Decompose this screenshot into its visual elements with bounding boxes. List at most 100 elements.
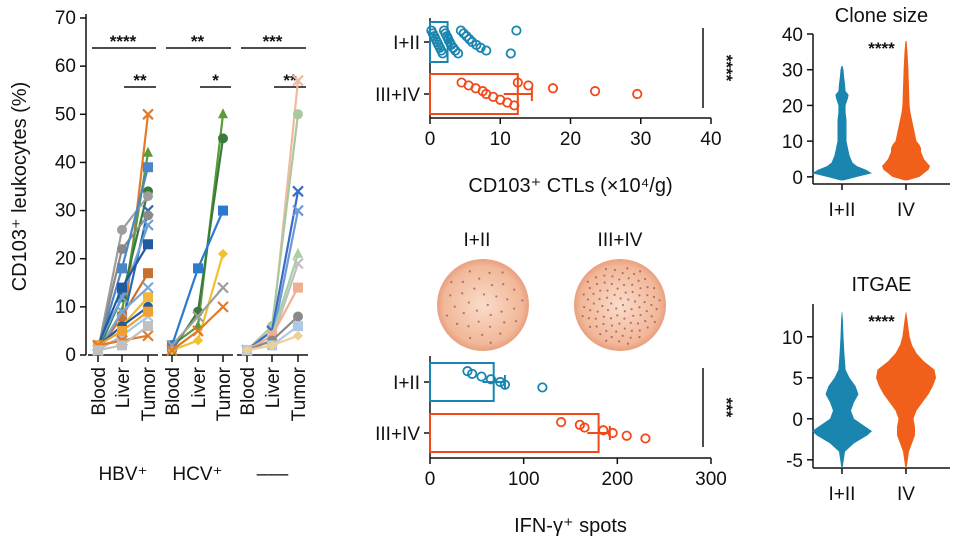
category-label: IV bbox=[897, 484, 915, 505]
violin bbox=[876, 312, 936, 468]
spot bbox=[513, 288, 516, 291]
tissue-label: Liver bbox=[113, 366, 134, 408]
tissue-label: Blood bbox=[163, 367, 184, 416]
x-tick-label: 20 bbox=[560, 129, 581, 150]
spot bbox=[650, 303, 653, 307]
data-point bbox=[512, 77, 523, 88]
y-tick-label: 0 bbox=[792, 410, 803, 431]
data-point bbox=[632, 88, 643, 100]
spot bbox=[588, 286, 591, 290]
spot bbox=[586, 298, 590, 301]
spot bbox=[639, 287, 642, 290]
spot bbox=[618, 322, 621, 325]
sig-pair: * bbox=[212, 71, 219, 90]
data-point bbox=[117, 224, 127, 235]
y-tick-label: 60 bbox=[55, 56, 76, 77]
data-point bbox=[193, 263, 203, 274]
data-point bbox=[218, 248, 228, 259]
spot bbox=[610, 335, 613, 339]
data-point bbox=[452, 48, 464, 59]
well-early bbox=[437, 259, 529, 351]
data-point bbox=[217, 301, 229, 313]
y-tick-label: 70 bbox=[55, 8, 76, 29]
spot bbox=[469, 336, 472, 340]
significance: *** bbox=[717, 398, 736, 418]
y-tick-label: 30 bbox=[782, 61, 803, 82]
spot bbox=[489, 341, 492, 344]
spot bbox=[627, 277, 630, 280]
spots-bar-panel: 0 100 200 300 IFN-γ⁺ spots I+II III+IV *** bbox=[375, 356, 736, 537]
sig-overall: *** bbox=[263, 32, 283, 51]
y-tick-label: 40 bbox=[782, 25, 803, 46]
spot bbox=[449, 294, 452, 297]
spot bbox=[605, 329, 608, 333]
data-point bbox=[143, 268, 153, 279]
group-label: HCV⁺ bbox=[172, 464, 222, 485]
spot bbox=[631, 290, 634, 294]
data-point bbox=[192, 310, 204, 323]
spot bbox=[610, 302, 613, 305]
tissue-label: Liver bbox=[189, 366, 210, 408]
spot bbox=[503, 321, 506, 324]
y-tick-label: 10 bbox=[55, 297, 76, 318]
data-point bbox=[142, 329, 154, 342]
spot bbox=[623, 310, 626, 313]
data-point bbox=[293, 109, 303, 120]
violin bbox=[882, 41, 930, 181]
spot bbox=[453, 305, 456, 308]
spot bbox=[603, 281, 606, 284]
spot bbox=[592, 292, 595, 295]
spot bbox=[605, 339, 608, 342]
spot bbox=[630, 308, 633, 311]
x-tick-label: 10 bbox=[490, 129, 511, 150]
spot bbox=[632, 314, 635, 317]
spot bbox=[638, 306, 641, 309]
spot bbox=[490, 283, 494, 287]
y-tick-label: 10 bbox=[782, 132, 803, 153]
data-point bbox=[293, 282, 303, 293]
spot bbox=[495, 295, 498, 298]
spot bbox=[643, 301, 646, 304]
spot bbox=[475, 309, 478, 312]
well-label: III+IV bbox=[598, 230, 643, 251]
category-label: I+II bbox=[393, 33, 420, 54]
spot bbox=[650, 315, 653, 318]
data-point bbox=[556, 417, 567, 428]
data-point bbox=[458, 28, 469, 39]
significance: **** bbox=[717, 55, 736, 82]
spot bbox=[446, 314, 449, 317]
data-point bbox=[293, 321, 303, 332]
data-point bbox=[242, 345, 252, 356]
spot bbox=[588, 325, 592, 328]
spot bbox=[645, 310, 648, 313]
spot bbox=[461, 280, 465, 283]
spot bbox=[621, 272, 624, 275]
spot bbox=[486, 303, 489, 307]
spot bbox=[467, 325, 470, 328]
sig-overall: **** bbox=[110, 32, 137, 51]
data-point bbox=[143, 210, 153, 221]
data-point bbox=[116, 305, 128, 318]
spot bbox=[611, 275, 614, 278]
data-point bbox=[267, 340, 277, 351]
spot bbox=[582, 293, 585, 296]
x-tick-label: 200 bbox=[601, 469, 633, 490]
data-point bbox=[117, 311, 127, 322]
y-tick-label: 5 bbox=[792, 369, 803, 390]
violin bbox=[812, 66, 872, 181]
data-point bbox=[142, 281, 154, 294]
data-point bbox=[142, 108, 154, 121]
spot bbox=[602, 322, 605, 326]
category-label: I+II bbox=[829, 200, 856, 221]
spot bbox=[468, 270, 471, 273]
spot bbox=[481, 333, 484, 336]
data-point bbox=[485, 374, 496, 385]
category-label: IV bbox=[897, 200, 915, 221]
y-tick-label: 0 bbox=[792, 168, 803, 189]
spot bbox=[646, 294, 649, 297]
spot bbox=[653, 287, 656, 290]
well-label: I+II bbox=[464, 230, 491, 251]
sig-overall: ** bbox=[191, 32, 205, 51]
y-tick-label: 50 bbox=[55, 104, 76, 125]
spot bbox=[598, 297, 601, 301]
